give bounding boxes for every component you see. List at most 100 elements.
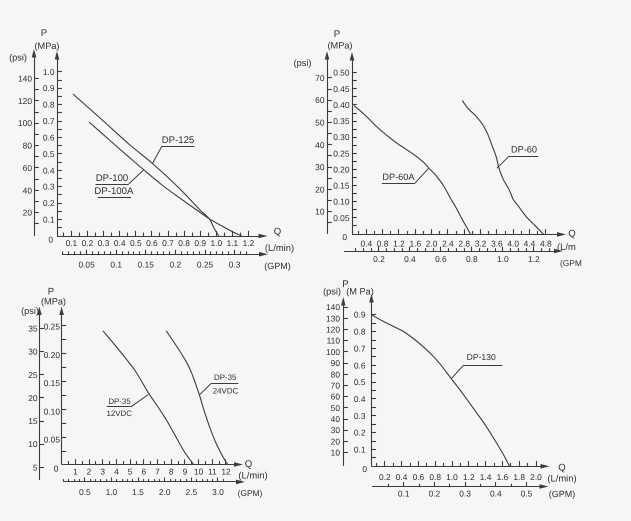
svg-text:0.2: 0.2 xyxy=(354,428,366,438)
svg-text:0.50: 0.50 xyxy=(333,68,350,78)
svg-text:10: 10 xyxy=(194,467,204,477)
svg-text:(L/min): (L/min) xyxy=(238,470,267,481)
svg-text:DP-35: DP-35 xyxy=(108,397,131,406)
svg-text:4: 4 xyxy=(114,467,119,477)
svg-text:0.6: 0.6 xyxy=(146,238,158,248)
svg-text:DP-60: DP-60 xyxy=(511,145,537,155)
svg-text:30: 30 xyxy=(28,347,38,357)
svg-text:0.25: 0.25 xyxy=(197,259,214,269)
svg-text:1.2: 1.2 xyxy=(243,238,255,248)
svg-text:0.3: 0.3 xyxy=(43,182,55,192)
svg-text:(L/min): (L/min) xyxy=(547,473,576,484)
svg-text:10: 10 xyxy=(331,448,341,458)
svg-text:0.4: 0.4 xyxy=(114,238,126,248)
svg-text:4.0: 4.0 xyxy=(507,238,519,248)
svg-text:2: 2 xyxy=(87,467,92,477)
svg-text:1.2: 1.2 xyxy=(528,254,540,264)
svg-text:8: 8 xyxy=(169,467,174,477)
svg-text:0.3: 0.3 xyxy=(459,488,471,498)
svg-text:0.6: 0.6 xyxy=(354,360,366,370)
svg-text:2.4: 2.4 xyxy=(442,238,454,248)
svg-text:0.4: 0.4 xyxy=(354,394,366,404)
svg-text:0.1: 0.1 xyxy=(43,215,55,225)
svg-text:0.8: 0.8 xyxy=(466,254,478,264)
svg-text:2.5: 2.5 xyxy=(185,487,197,497)
svg-text:2.0: 2.0 xyxy=(159,487,171,497)
svg-text:2.0: 2.0 xyxy=(530,472,542,482)
svg-text:4.8: 4.8 xyxy=(540,238,552,248)
svg-text:1.1: 1.1 xyxy=(227,238,239,248)
svg-text:DP-125: DP-125 xyxy=(162,135,195,146)
svg-text:2.8: 2.8 xyxy=(458,238,470,248)
svg-text:1.8: 1.8 xyxy=(513,472,525,482)
svg-text:(GPM): (GPM) xyxy=(238,488,263,498)
svg-text:0.6: 0.6 xyxy=(435,254,447,264)
svg-text:0.4: 0.4 xyxy=(404,254,416,264)
svg-text:60: 60 xyxy=(23,163,33,173)
svg-text:35: 35 xyxy=(28,324,38,334)
svg-text:(L/m: (L/m xyxy=(557,241,576,252)
svg-text:0.2: 0.2 xyxy=(379,472,391,482)
svg-text:0.7: 0.7 xyxy=(162,238,174,248)
svg-text:7: 7 xyxy=(155,467,160,477)
svg-text:(psi): (psi) xyxy=(21,306,39,316)
svg-text:0.15: 0.15 xyxy=(333,181,350,191)
svg-text:0.9: 0.9 xyxy=(194,238,206,248)
svg-text:12VDC: 12VDC xyxy=(106,409,132,418)
svg-text:10: 10 xyxy=(315,207,325,217)
svg-text:0.05: 0.05 xyxy=(78,259,95,269)
svg-text:0.5: 0.5 xyxy=(43,149,55,159)
svg-text:30: 30 xyxy=(315,162,325,172)
svg-text:DP-130: DP-130 xyxy=(467,352,496,362)
svg-text:0.4: 0.4 xyxy=(490,488,502,498)
svg-text:0.3: 0.3 xyxy=(354,411,366,421)
svg-text:P: P xyxy=(41,28,47,39)
svg-text:1.0: 1.0 xyxy=(106,487,118,497)
svg-text:0.15: 0.15 xyxy=(138,259,155,269)
svg-text:(L/min): (L/min) xyxy=(265,242,294,253)
svg-text:(M Pa): (M Pa) xyxy=(346,287,374,297)
svg-text:0.2: 0.2 xyxy=(170,259,182,269)
svg-text:0.6: 0.6 xyxy=(413,472,425,482)
svg-text:0.10: 0.10 xyxy=(333,197,350,207)
svg-text:(MPa): (MPa) xyxy=(327,40,352,50)
svg-text:1.0: 1.0 xyxy=(43,67,55,77)
svg-text:(psi): (psi) xyxy=(323,287,341,297)
svg-text:12: 12 xyxy=(221,467,231,477)
svg-text:0.8: 0.8 xyxy=(354,327,366,337)
svg-text:130: 130 xyxy=(326,313,340,323)
svg-text:40: 40 xyxy=(331,414,341,424)
svg-text:140: 140 xyxy=(18,74,32,84)
svg-text:0.20: 0.20 xyxy=(333,165,350,175)
svg-text:6: 6 xyxy=(141,467,146,477)
svg-text:20: 20 xyxy=(28,393,38,403)
svg-text:(GPM): (GPM) xyxy=(549,489,576,499)
svg-text:0.25: 0.25 xyxy=(333,148,350,158)
svg-text:2.0: 2.0 xyxy=(426,238,438,248)
svg-text:140: 140 xyxy=(326,302,340,312)
svg-text:40: 40 xyxy=(315,140,325,150)
svg-text:0.5: 0.5 xyxy=(130,238,142,248)
svg-text:0.8: 0.8 xyxy=(178,238,190,248)
svg-text:0.5: 0.5 xyxy=(354,377,366,387)
svg-text:DP-100: DP-100 xyxy=(96,173,129,184)
svg-text:1.2: 1.2 xyxy=(393,238,405,248)
svg-text:0: 0 xyxy=(48,235,53,245)
svg-text:60: 60 xyxy=(315,95,325,105)
svg-text:1.6: 1.6 xyxy=(497,472,509,482)
svg-text:1.0: 1.0 xyxy=(497,254,509,264)
svg-text:0.20: 0.20 xyxy=(44,350,61,360)
svg-text:5: 5 xyxy=(33,462,38,472)
svg-text:0.7: 0.7 xyxy=(354,343,366,353)
svg-text:0.30: 0.30 xyxy=(333,132,350,142)
svg-text:1: 1 xyxy=(73,467,78,477)
svg-text:DP-35: DP-35 xyxy=(214,373,237,382)
svg-text:1.5: 1.5 xyxy=(132,487,144,497)
svg-text:60: 60 xyxy=(331,392,341,402)
svg-text:9: 9 xyxy=(183,467,188,477)
svg-text:0.40: 0.40 xyxy=(333,100,350,110)
svg-text:1.4: 1.4 xyxy=(480,472,492,482)
svg-text:3.6: 3.6 xyxy=(491,238,503,248)
svg-text:50: 50 xyxy=(331,403,341,413)
svg-text:40: 40 xyxy=(23,185,33,195)
